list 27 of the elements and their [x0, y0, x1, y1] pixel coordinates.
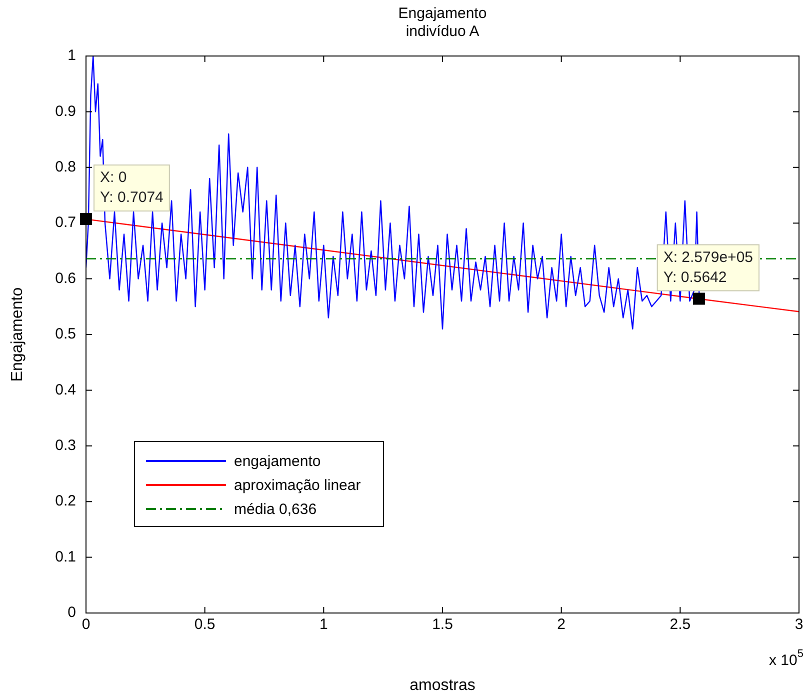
legend-label: média 0,636: [234, 500, 317, 518]
x-tick-label: 2: [557, 616, 566, 634]
x-tick-label: 3: [794, 616, 804, 634]
y-tick-label: 0.2: [55, 492, 76, 510]
chart-title: Engajamento: [398, 5, 487, 22]
y-tick-label: 0.6: [55, 270, 76, 287]
y-tick-label: 0.9: [55, 102, 76, 120]
y-tick-label: 0.8: [55, 158, 76, 176]
x-axis-title: amostras: [410, 676, 476, 694]
annotation: X: 2.579e+05 Y: 0.5642: [663, 248, 754, 286]
y-axis-title: Engajamento: [9, 287, 26, 382]
y-tick-label: 0.4: [55, 381, 76, 398]
y-tick-label: 0: [68, 604, 76, 622]
y-tick-label: 0.5: [55, 326, 76, 343]
x-tick-label: 1: [319, 616, 328, 634]
y-tick-label: 0.1: [55, 548, 76, 566]
legend-label: aproximação linear: [234, 476, 361, 494]
y-tick-label: 1: [68, 47, 76, 64]
y-tick-label: 0.3: [55, 437, 76, 454]
x-tick-label: 1.5: [432, 616, 453, 634]
legend-label: engajamento: [234, 452, 321, 470]
annotation: X: 0 Y: 0.7074: [100, 169, 164, 206]
x-tick-label: 0.5: [194, 616, 216, 634]
chart-subtitle: indivíduo A: [406, 23, 480, 40]
x-tick-label: 2.5: [670, 616, 691, 634]
y-tick-label: 0.7: [55, 214, 76, 232]
x-tick-label: 0: [82, 616, 90, 634]
